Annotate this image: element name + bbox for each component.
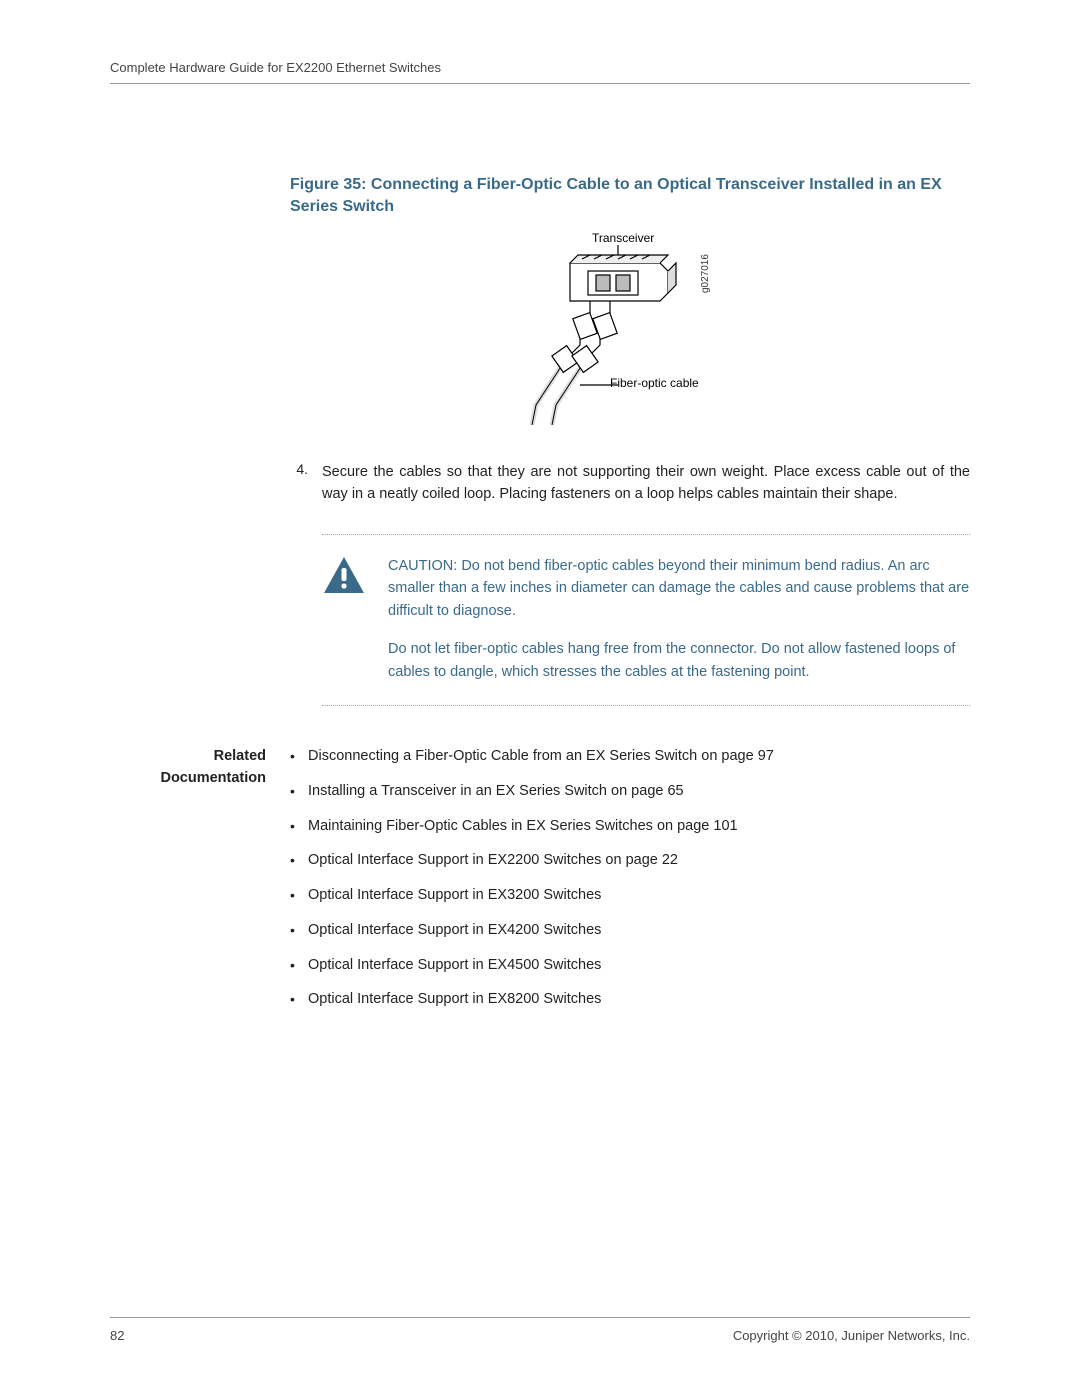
figure-illustration: Transceiver Fiber-optic cable g027016 [500,231,760,431]
caution-label: CAUTION: [388,558,457,574]
main-content: Figure 35: Connecting a Fiber-Optic Cabl… [290,174,970,706]
figure-label-transceiver: Transceiver [592,231,654,245]
related-item: Optical Interface Support in EX4200 Swit… [290,920,970,942]
step-4: 4. Secure the cables so that they are no… [290,461,970,506]
related-item: Disconnecting a Fiber-Optic Cable from a… [290,746,970,768]
related-item: Installing a Transceiver in an EX Series… [290,781,970,803]
step-text: Secure the cables so that they are not s… [322,461,970,506]
caution-paragraph-2: Do not let fiber-optic cables hang free … [388,638,970,683]
copyright: Copyright © 2010, Juniper Networks, Inc. [733,1328,970,1343]
caution-box: CAUTION: Do not bend fiber-optic cables … [322,534,970,706]
caution-text: CAUTION: Do not bend fiber-optic cables … [388,555,970,683]
related-documentation: Related Documentation Disconnecting a Fi… [110,746,970,1024]
transceiver-diagram-icon [510,245,690,425]
caution-paragraph-1: Do not bend fiber-optic cables beyond th… [388,558,969,619]
related-heading: Related Documentation [110,746,266,1024]
related-item: Optical Interface Support in EX4500 Swit… [290,955,970,977]
step-number: 4. [290,461,308,506]
page-number: 82 [110,1328,124,1343]
related-item: Optical Interface Support in EX2200 Swit… [290,850,970,872]
related-item: Maintaining Fiber-Optic Cables in EX Ser… [290,816,970,838]
related-item: Optical Interface Support in EX8200 Swit… [290,989,970,1011]
related-list: Disconnecting a Fiber-Optic Cable from a… [290,746,970,1024]
related-item: Optical Interface Support in EX3200 Swit… [290,885,970,907]
page-footer: 82 Copyright © 2010, Juniper Networks, I… [110,1317,970,1343]
figure-code: g027016 [700,254,711,293]
caution-icon [322,555,366,595]
page: Complete Hardware Guide for EX2200 Ether… [0,0,1080,1397]
figure-caption: Figure 35: Connecting a Fiber-Optic Cabl… [290,174,970,219]
running-header: Complete Hardware Guide for EX2200 Ether… [110,60,970,84]
